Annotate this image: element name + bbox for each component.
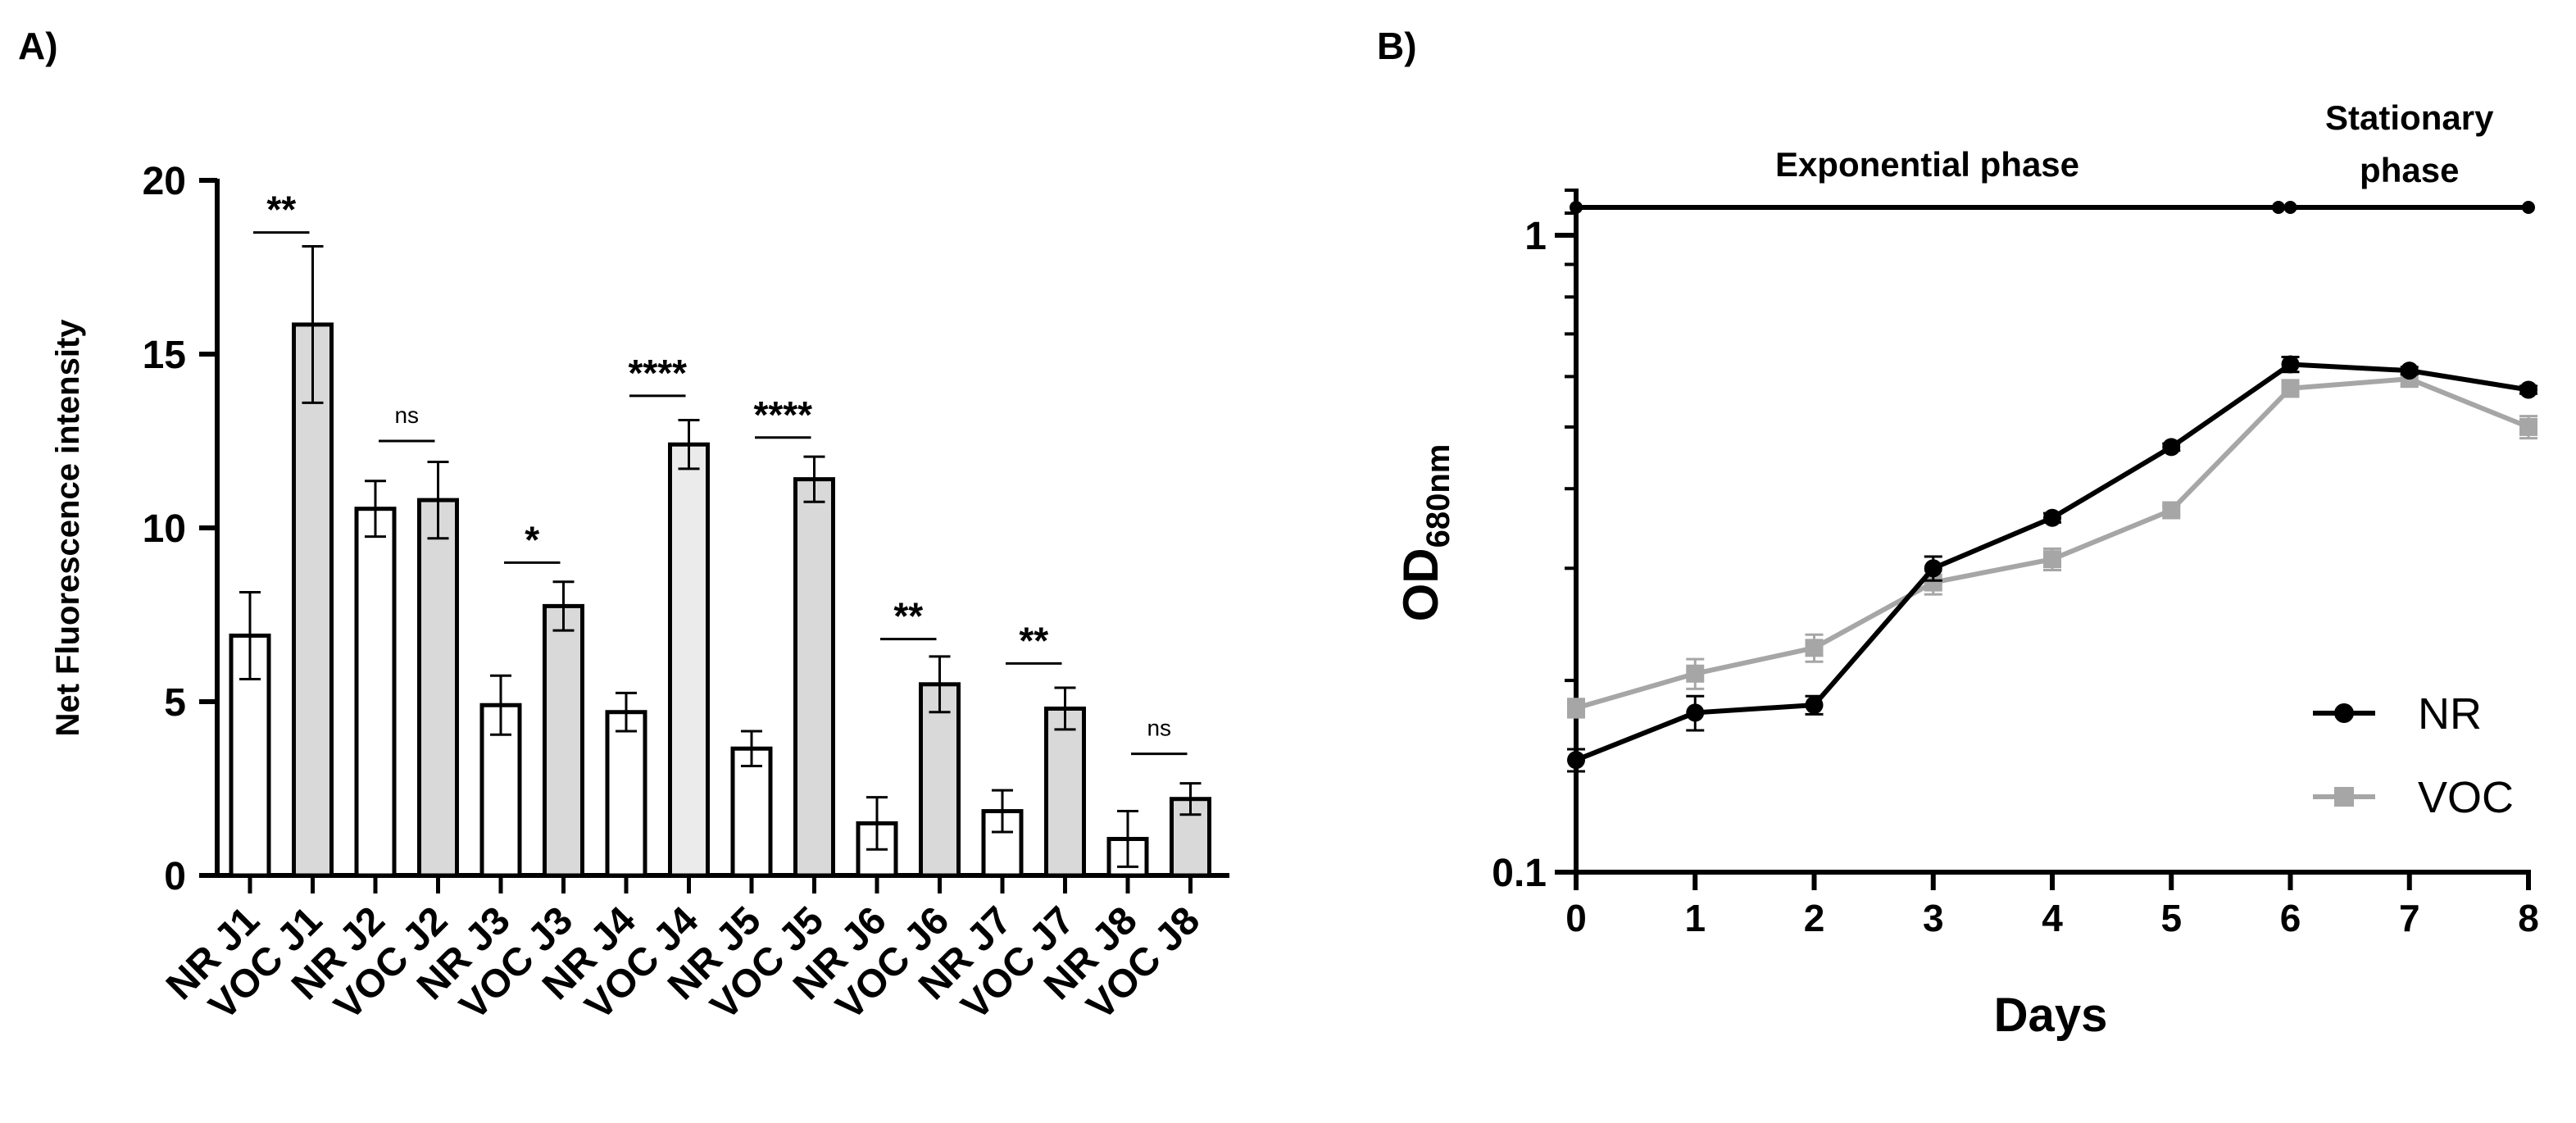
y-axis-label: Net Fluorescence intensity: [50, 319, 86, 737]
y-tick-label: 1: [1524, 215, 1547, 258]
x-tick-label: 1: [1684, 897, 1706, 939]
x-tick-label: 0: [1565, 897, 1587, 939]
data-point-nr: [1567, 751, 1585, 770]
phase-endpoint: [2522, 201, 2535, 214]
y-tick-label: 5: [164, 681, 186, 725]
y-tick-label: 10: [143, 507, 186, 551]
bar: [292, 322, 334, 878]
significance-label: ****: [753, 393, 812, 436]
data-point-nr: [2281, 355, 2300, 374]
phase-endpoint: [1570, 201, 1583, 214]
phase-endpoint: [2271, 201, 2285, 214]
series-line-voc: [1575, 376, 2530, 711]
phase-label: Exponential phase: [1775, 145, 2079, 184]
y-axis-label-main: OD: [1393, 548, 1448, 621]
line-chart: 0.1 1 0 1 2 3 4 5 6 7 8 Days OD680nm Exponential phas…: [1393, 98, 2539, 1042]
legend-label-voc: VOC: [2418, 773, 2514, 822]
bar: [668, 442, 710, 878]
x-axis-label: Days: [1994, 989, 2108, 1042]
data-point-voc: [2043, 550, 2061, 569]
significance-label: **: [1019, 619, 1048, 662]
data-point-voc: [2281, 379, 2300, 398]
significance-label: *: [525, 518, 539, 561]
x-tick-label: 5: [2160, 897, 2182, 939]
x-tick-label: 2: [1804, 897, 1825, 939]
data-point-voc: [1567, 698, 1585, 717]
phase-label: Stationary: [2325, 98, 2494, 137]
x-tick-label: 8: [2518, 897, 2539, 939]
legend-marker-nr: [2334, 703, 2354, 723]
data-point-voc: [2519, 417, 2537, 436]
bar: [543, 603, 584, 878]
significance-label: **: [266, 189, 296, 231]
bar: [417, 498, 459, 878]
data-point-nr: [2162, 438, 2181, 457]
data-point-voc: [1924, 573, 1942, 592]
significance-label: ns: [394, 402, 419, 428]
y-tick-label: 0: [164, 855, 186, 898]
data-point-nr: [2400, 361, 2419, 380]
significance-label: **: [893, 595, 923, 638]
legend-label-nr: NR: [2418, 689, 2482, 739]
bar: [354, 507, 397, 878]
significance-label: ****: [628, 352, 687, 394]
data-point-nr: [2519, 380, 2537, 399]
legend-marker-voc: [2334, 787, 2354, 807]
data-point-nr: [1924, 559, 1942, 578]
panel-label-a: A): [18, 25, 58, 67]
data-point-nr: [2043, 508, 2061, 527]
x-tick-label: 7: [2399, 897, 2420, 939]
x-tick-label: 6: [2280, 897, 2301, 939]
bar: [919, 682, 961, 878]
bar: [730, 746, 773, 878]
data-point-voc: [1686, 664, 1705, 683]
data-point-voc: [2162, 501, 2181, 520]
y-tick-label: 0.1: [1492, 852, 1547, 895]
significance-label: ns: [1147, 716, 1171, 741]
panel-label-b: B): [1377, 25, 1417, 67]
y-tick-label: 20: [143, 160, 186, 203]
y-axis-label: OD680nm: [1393, 444, 1456, 622]
data-point-nr: [1805, 696, 1824, 715]
x-tick-label: 3: [1923, 897, 1944, 939]
phase-label: phase: [2360, 151, 2459, 189]
bar: [793, 477, 835, 878]
y-axis-label-subscript: 680nm: [1420, 444, 1456, 548]
x-tick-label: 4: [2042, 897, 2063, 939]
y-tick-label: 15: [143, 334, 186, 377]
phase-endpoint: [2283, 201, 2297, 214]
data-point-nr: [1686, 703, 1705, 722]
bar: [605, 710, 647, 878]
data-point-voc: [1805, 639, 1824, 657]
bar: [1044, 706, 1086, 878]
